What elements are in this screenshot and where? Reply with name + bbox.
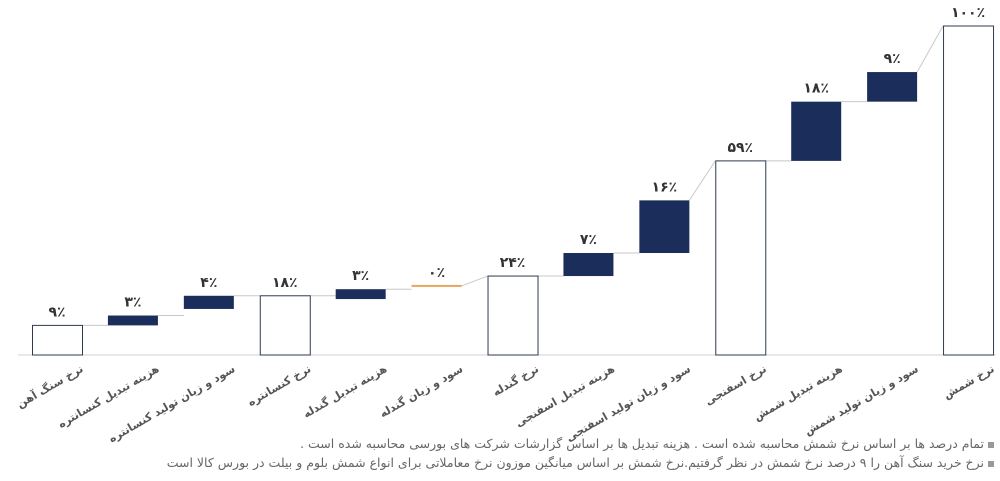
data-label-13: ۱۰۰٪ bbox=[951, 5, 985, 21]
connector-lines bbox=[82, 25, 944, 326]
bar-4 bbox=[259, 295, 311, 356]
data-label-7: ۲۴٪ bbox=[500, 255, 526, 271]
bar-3 bbox=[183, 295, 234, 309]
category-label-7: نرخ گندله bbox=[491, 362, 541, 399]
data-label-2: ۳٪ bbox=[124, 295, 141, 311]
bar-12 bbox=[867, 72, 918, 102]
bar-9 bbox=[639, 200, 690, 254]
data-label-8: ۷٪ bbox=[580, 232, 597, 248]
category-label-1: نرخ سنگ آهن bbox=[14, 361, 85, 410]
bullet-icon bbox=[988, 441, 994, 448]
bar-1 bbox=[32, 324, 83, 356]
data-label-6: ۰٪ bbox=[428, 265, 445, 281]
data-label-9: ۱۶٪ bbox=[652, 179, 678, 195]
category-label-9: سود و زیان تولید اسفنجی bbox=[564, 362, 693, 444]
bar-2 bbox=[107, 315, 158, 326]
bar-6 bbox=[411, 284, 462, 287]
data-label-1: ۹٪ bbox=[48, 304, 65, 320]
data-label-12: ۹٪ bbox=[884, 51, 901, 67]
category-label-5: هزینه تبدیل گندله bbox=[301, 362, 389, 420]
bullet-icon bbox=[988, 460, 994, 467]
connector-6 bbox=[461, 275, 488, 287]
bar-10 bbox=[715, 160, 767, 356]
bar-13 bbox=[943, 25, 995, 356]
category-label-13: نرخ شمش bbox=[941, 362, 996, 402]
bar-11 bbox=[791, 101, 842, 161]
footnote-1: تمام درصد ها بر اساس نرخ شمش محاسبه شده … bbox=[20, 434, 994, 453]
connector-12 bbox=[916, 25, 944, 73]
data-label-11: ۱۸٪ bbox=[803, 81, 829, 97]
data-label-5: ۳٪ bbox=[352, 268, 369, 284]
category-label-6: سود و زیان گندله bbox=[377, 362, 465, 420]
data-label-4: ۱۸٪ bbox=[272, 275, 298, 291]
bars bbox=[32, 25, 995, 356]
data-label-10: ۵۹٪ bbox=[727, 140, 753, 156]
connector-9 bbox=[688, 160, 716, 201]
bar-5 bbox=[335, 289, 386, 300]
category-label-10: نرخ اسفنجی bbox=[703, 362, 769, 408]
data-labels: ۹٪ ۳٪ ۴٪ ۱۸٪ ۳٪ ۰٪ ۲۴٪ ۷٪ ۱۶٪ ۵۹٪ ۱۸٪ ۹٪ ۱۰۰٪ bbox=[48, 5, 985, 320]
bar-8 bbox=[563, 253, 614, 277]
footnote-1-text: تمام درصد ها بر اساس نرخ شمش محاسبه شده … bbox=[300, 436, 984, 451]
bar-7 bbox=[487, 275, 539, 356]
data-label-3: ۴٪ bbox=[200, 275, 217, 291]
category-label-4: نرخ کنسانتره bbox=[245, 362, 313, 409]
footnote-2: نرخ خرید سنگ آهن را ۹ درصد نرخ شمش در نظ… bbox=[20, 453, 994, 472]
footnote-2-text: نرخ خرید سنگ آهن را ۹ درصد نرخ شمش در نظ… bbox=[166, 455, 984, 470]
category-label-3: سود و زیان تولید کنسانتره bbox=[106, 362, 237, 445]
footnotes: تمام درصد ها بر اساس نرخ شمش محاسبه شده … bbox=[20, 434, 994, 472]
